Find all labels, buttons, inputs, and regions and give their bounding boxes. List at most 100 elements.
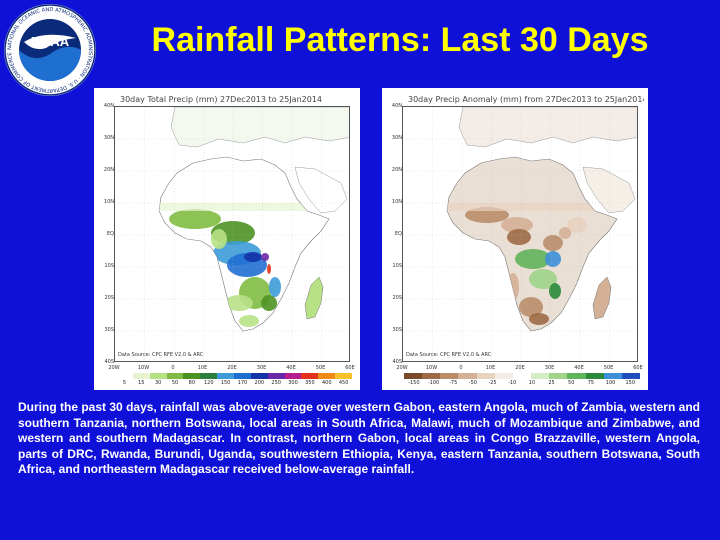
x-axis-tick-label: 40E <box>574 365 584 371</box>
legend-color-swatch <box>512 373 532 379</box>
x-axis-tick-label: 10W <box>137 365 150 371</box>
legend-color-swatch <box>458 373 477 379</box>
legend-tick-label: 150 <box>625 380 635 386</box>
x-axis-tick-label: 50E <box>315 365 326 371</box>
rainfall-region <box>211 229 227 249</box>
rainfall-region <box>559 227 571 239</box>
map-title: 30day Total Precip (mm) 27Dec2013 to 25J… <box>120 95 323 104</box>
legend-tick-label: 200 <box>254 380 265 386</box>
legend-color-swatch <box>116 373 133 379</box>
total-precip-map <box>114 106 350 362</box>
y-axis-tick-label: 30S <box>104 327 114 333</box>
y-axis-tick-label: 20N <box>103 167 114 173</box>
rainfall-region <box>244 252 262 262</box>
rainfall-region <box>515 249 551 269</box>
legend-tick-label: -50 <box>468 380 477 386</box>
legend-tick-label: 120 <box>203 380 214 386</box>
legend-tick-label: 75 <box>587 380 595 386</box>
legend-color-swatch <box>440 373 459 379</box>
y-axis-tick-label: EQ <box>394 231 402 237</box>
legend-color-swatch <box>422 373 441 379</box>
legend-color-swatch <box>149 373 167 379</box>
legend-tick-labels: 5 15 30 50 80 120 150 170 200 250 300 350 400 450 <box>116 379 352 387</box>
y-axis-tick-label: 10N <box>391 199 402 205</box>
precip-anomaly-map <box>402 106 638 362</box>
y-axis-tick-label: 40S <box>392 359 402 365</box>
legend-color-swatch <box>404 373 423 379</box>
x-axis-tick-label: 50E <box>603 365 614 371</box>
legend-color-bar <box>404 373 641 379</box>
x-axis-labels: 20W 10W 0 10E 20E 30E 40E 50E 60E <box>108 364 354 372</box>
legend-tick-label: 5 <box>122 380 127 386</box>
map-title: 30day Precip Anomaly (mm) from 27Dec2013… <box>408 95 644 104</box>
legend-color-swatch <box>531 373 550 379</box>
legend-color-swatch <box>250 373 268 379</box>
rainfall-region <box>169 209 221 229</box>
x-axis-tick-label: 30E <box>544 365 555 371</box>
legend-tick-label: 30 <box>154 380 162 386</box>
legend-tick-labels: -150 -100 -75 -50 -25 -10 10 25 50 75 100 150 <box>404 379 640 387</box>
legend-tick-label: 300 <box>288 380 298 386</box>
y-axis-tick-label: EQ <box>106 231 114 237</box>
legend-color-swatch <box>494 373 513 379</box>
y-axis-tick-label: 10S <box>104 263 114 269</box>
y-axis-tick-label: 30N <box>103 135 114 141</box>
legend-tick-label: 450 <box>338 380 349 386</box>
legend-tick-label: 10 <box>528 380 536 386</box>
precip-anomaly-map-panel: 30day Precip Anomaly (mm) from 27Dec2013… <box>382 88 648 390</box>
legend-tick-label: -150 <box>408 380 420 386</box>
x-axis-tick-label: 0 <box>171 365 175 371</box>
x-axis-tick-label: 10E <box>197 365 208 371</box>
legend-tick-label: -75 <box>449 380 458 386</box>
y-axis-tick-label: 10S <box>392 263 402 269</box>
y-axis-tick-label: 30S <box>392 327 402 333</box>
rainfall-region <box>543 235 563 251</box>
legend-tick-label: 400 <box>321 380 332 386</box>
x-axis-tick-label: 10W <box>425 365 438 371</box>
legend-color-swatch <box>567 373 586 379</box>
y-axis-tick-label: 30N <box>391 135 402 141</box>
legend-tick-label: 50 <box>171 380 179 386</box>
rainfall-region <box>507 229 531 245</box>
x-axis-labels: 20W 10W 0 10E 20E 30E 40E 50E 60E <box>396 364 642 372</box>
x-axis-tick-label: 60E <box>633 365 643 371</box>
noaa-logo: NOAA NATIONAL OCEANIC AND ATMOSPHERIC AD… <box>2 2 98 98</box>
legend-tick-label: 25 <box>548 380 555 386</box>
arabia-landmass <box>582 166 636 214</box>
rainfall-region <box>261 295 277 311</box>
data-source-credit: Data Source: CPC RFE V2.0 & ARC <box>118 352 204 358</box>
x-axis-tick-label: 20E <box>227 365 237 371</box>
europe-landmass <box>458 107 637 148</box>
y-axis-tick-label: 10N <box>103 199 114 205</box>
legend-tick-label: -100 <box>427 380 440 386</box>
legend-tick-label: 100 <box>605 380 616 386</box>
legend-color-swatch <box>217 373 235 379</box>
madagascar <box>304 276 324 320</box>
legend-color-bar <box>116 373 353 379</box>
sahel-band <box>447 203 617 211</box>
legend-color-swatch <box>301 373 319 379</box>
legend-tick-label: 15 <box>138 380 145 386</box>
rainfall-region <box>239 315 259 327</box>
legend-tick-label: 80 <box>188 380 196 386</box>
legend-tick-label: -10 <box>508 380 517 386</box>
y-axis-tick-label: 40S <box>104 359 114 365</box>
legend-color-swatch <box>166 373 184 379</box>
sahel-band <box>159 203 329 211</box>
rainfall-region <box>501 217 533 233</box>
legend-color-swatch <box>284 373 302 379</box>
summary-caption: During the past 30 days, rainfall was ab… <box>18 400 700 476</box>
legend-tick-label: -25 <box>488 380 497 386</box>
legend-tick-label: 150 <box>220 380 231 386</box>
rainfall-region <box>267 264 271 274</box>
rainfall-region <box>549 283 561 299</box>
x-axis-tick-label: 10E <box>485 365 496 371</box>
y-axis-tick-label: 20N <box>391 167 402 173</box>
arabia-landmass <box>294 166 348 214</box>
x-axis-tick-label: 20E <box>515 365 525 371</box>
slide-title: Rainfall Patterns: Last 30 Days <box>151 21 649 59</box>
rainfall-region <box>567 217 587 233</box>
legend-tick-label: 350 <box>305 380 315 386</box>
rainfall-region <box>529 269 557 289</box>
legend-tick-label: 250 <box>271 380 281 386</box>
